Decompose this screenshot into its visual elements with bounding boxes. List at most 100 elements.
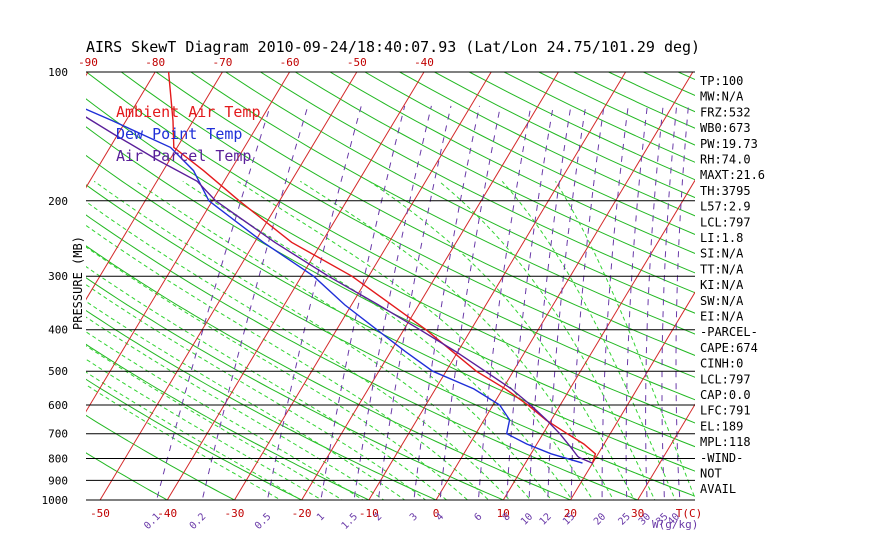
dewpoint-curve — [86, 108, 583, 464]
stability-index-text: RH:74.0 — [700, 153, 751, 167]
stability-index-text: TP:100 — [700, 74, 743, 88]
mixing-ratio-line — [477, 105, 532, 500]
stability-index-text: CAP:0.0 — [700, 388, 751, 402]
bottom-temp-tick-label: 0 — [433, 507, 440, 520]
moist-adiabat-line — [86, 266, 448, 500]
stability-index-text: EL:189 — [700, 419, 743, 433]
moist-adiabat-line — [86, 345, 344, 500]
stability-index-text: MAXT:21.6 — [700, 168, 765, 182]
dry-adiabat-line — [86, 452, 169, 500]
stability-index-text: SW:N/A — [700, 294, 744, 308]
isotherm-line — [166, 72, 425, 500]
moist-adiabat-line — [369, 180, 635, 500]
top-temp-tick-label: -90 — [78, 56, 98, 69]
top-temp-tick-label: -80 — [145, 56, 165, 69]
moist-adiabat-line — [86, 201, 511, 500]
pressure-tick-label: 300 — [48, 270, 68, 283]
mixing-ratio-line — [528, 105, 572, 500]
stability-index-text: NOT — [700, 467, 722, 481]
stability-index-text: -PARCEL- — [700, 325, 758, 339]
bottom-temp-unit-label: T(C) — [676, 507, 703, 520]
ambient-temp-curve — [167, 72, 597, 464]
mixing-ratio-line — [675, 105, 689, 500]
top-temp-tick-label: -60 — [280, 56, 300, 69]
isotherm-line — [233, 72, 492, 500]
stability-index-text: LI:1.8 — [700, 231, 743, 245]
moist-adiabat-line — [555, 181, 695, 500]
dry-adiabat-line — [86, 378, 303, 500]
stability-index-text: LCL:797 — [700, 372, 751, 386]
pressure-tick-label: 700 — [48, 428, 68, 441]
y-axis-label: PRESSURE (MB) — [71, 236, 85, 330]
mixing-ratio-line — [413, 105, 480, 500]
bottom-temp-tick-label: -30 — [224, 507, 244, 520]
pressure-tick-label: 100 — [48, 66, 68, 79]
stability-index-text: MW:N/A — [700, 90, 744, 104]
top-temp-tick-label: -40 — [414, 56, 434, 69]
mixing-ratio-line — [506, 105, 554, 500]
diagram-grid — [86, 72, 695, 500]
mixing-ratio-line — [645, 105, 664, 500]
bottom-temp-tick-label: -20 — [292, 507, 312, 520]
moist-adiabat-line — [135, 180, 552, 500]
chart-title: AIRS SkewT Diagram 2010-09-24/18:40:07.9… — [86, 38, 700, 56]
pressure-tick-label: 200 — [48, 195, 68, 208]
isotherm-line — [86, 72, 291, 413]
mixing-ratio-line — [377, 105, 452, 500]
mixing-ratio-line — [201, 105, 309, 500]
mixing-ratio-line — [439, 105, 501, 500]
pressure-tick-label: 900 — [48, 474, 68, 487]
stability-index-text: LCL:797 — [700, 215, 751, 229]
dry-adiabat-line — [86, 343, 370, 500]
dry-adiabat-line — [225, 72, 695, 314]
stability-index-text: PW:19.73 — [700, 137, 758, 151]
pressure-tick-label: 400 — [48, 324, 68, 337]
legend-label: Ambient Air Temp — [116, 103, 261, 121]
pressure-tick-label: 600 — [48, 399, 68, 412]
mixing-ratio-unit-label: W(g/kg) — [652, 518, 698, 531]
moist-adiabat-line — [182, 180, 573, 500]
legend-label: Air Parcel Temp — [116, 147, 251, 165]
stability-index-text: TT:N/A — [700, 262, 744, 276]
isotherm-line — [99, 72, 358, 500]
mixing-ratio-line — [661, 105, 678, 500]
pressure-tick-label: 500 — [48, 365, 68, 378]
pressure-tick-label: 1000 — [42, 494, 69, 507]
moist-adiabat-line — [501, 180, 676, 500]
mixing-ratio-line — [601, 105, 629, 500]
moist-adiabat-line — [86, 300, 406, 500]
parcel-curve — [86, 116, 593, 464]
mixing-ratio-line — [266, 105, 362, 500]
bottom-temp-tick-label: -10 — [359, 507, 379, 520]
pressure-tick-label: 800 — [48, 453, 68, 466]
mixing-ratio-line — [570, 105, 605, 500]
dry-adiabat-line — [86, 72, 695, 401]
top-temp-tick-label: -50 — [347, 56, 367, 69]
moist-adiabat-line — [86, 384, 282, 500]
stability-index-text: FRZ:532 — [700, 105, 751, 119]
stability-index-text: EI:N/A — [700, 310, 744, 324]
moist-adiabat-line — [86, 224, 490, 500]
legend: Ambient Air Temp Dew Point Temp Air Parcel… — [116, 103, 261, 165]
moist-adiabat-line — [86, 331, 364, 500]
bottom-temp-tick-label: -50 — [90, 507, 110, 520]
dry-adiabat-line — [86, 414, 236, 500]
dry-adiabat-line — [155, 72, 695, 356]
isotherm-line — [301, 72, 559, 500]
bottom-temp-tick-label: 20 — [564, 507, 577, 520]
moist-adiabat-line — [300, 180, 615, 500]
dry-adiabat-line — [295, 72, 695, 274]
moist-adiabat-line — [86, 316, 385, 500]
bottom-temp-tick-label: 10 — [497, 507, 510, 520]
isobar-lines: 100 200 300 400 500 600 700 800 900 1000 — [42, 66, 695, 507]
dry-adiabat-line — [86, 184, 695, 497]
stability-index-text: CINH:0 — [700, 357, 743, 371]
mixing-ratio-line — [547, 105, 587, 500]
isotherm-line — [86, 72, 156, 189]
isotherm-line — [86, 72, 223, 301]
mixing-ratio-line — [353, 105, 432, 500]
profile-curves — [86, 72, 597, 464]
moist-adiabat-line — [86, 246, 469, 500]
isotherm-line — [435, 72, 694, 500]
stability-index-text: MPL:118 — [700, 435, 751, 449]
